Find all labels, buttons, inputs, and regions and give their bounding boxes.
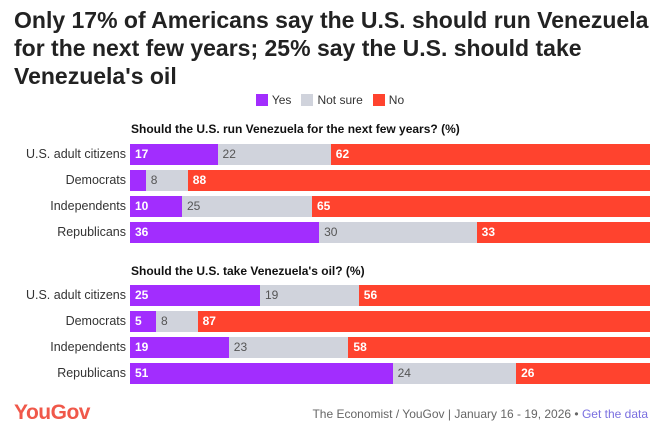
source-text: The Economist / YouGov | January 16 - 19…	[312, 407, 582, 421]
yougov-logo: YouGov	[14, 401, 90, 424]
category-label: U.S. adult citizens	[25, 147, 126, 161]
bar-segment-yes: 51	[130, 363, 393, 384]
bar-segment-yes	[130, 170, 146, 191]
bar-segment-ns: 8	[145, 170, 188, 191]
bar-segment-yes: 36	[130, 222, 320, 243]
legend-yes: Yes	[255, 93, 292, 107]
source-note: The Economist / YouGov | January 16 - 19…	[312, 407, 648, 421]
bar-segment-yes: 25	[130, 285, 260, 306]
get-the-data-link[interactable]: Get the data	[581, 407, 648, 421]
bar-segment-no: 26	[516, 363, 650, 384]
bar-segment-no: 56	[358, 285, 650, 306]
stacked-bar: 17 22 62	[130, 144, 650, 165]
chart-title: Only 17% of Americans say the U.S. shoul…	[14, 7, 649, 89]
bar-segment-no: 65	[312, 196, 650, 217]
legend: Yes Not sure No	[0, 93, 660, 107]
legend-swatch-no	[372, 94, 385, 106]
bar-segment-yes: 5	[130, 311, 156, 332]
bar-segment-no: 87	[197, 311, 650, 332]
section-title: Should the U.S. run Venezuela for the ne…	[131, 122, 460, 136]
legend-label: No	[388, 93, 405, 107]
bar-row: U.S. adult citizens 25 19 56	[0, 285, 660, 306]
legend-swatch-not-sure	[301, 94, 314, 106]
category-label: Republicans	[57, 225, 126, 239]
bar-segment-ns: 19	[260, 285, 359, 306]
stacked-bar: 19 23 58	[130, 337, 650, 358]
stacked-bar: 51 24 26	[130, 363, 650, 384]
bar-row: Democrats 8 88	[0, 170, 660, 191]
category-label: Independents	[50, 199, 126, 213]
legend-label: Yes	[271, 93, 292, 107]
bar-segment-ns: 23	[228, 337, 349, 358]
bar-segment-ns: 25	[182, 196, 312, 217]
bar-segment-yes: 10	[130, 196, 182, 217]
bar-segment-ns: 22	[217, 144, 331, 165]
stacked-bar: 10 25 65	[130, 196, 650, 217]
bar-row: Independents 19 23 58	[0, 337, 660, 358]
stacked-bar: 25 19 56	[130, 285, 650, 306]
stacked-bar: 5 8 87	[130, 311, 650, 332]
bar-segment-yes: 19	[130, 337, 229, 358]
stacked-bar: 36 30 33	[130, 222, 650, 243]
bar-row: Republicans 51 24 26	[0, 363, 660, 384]
legend-swatch-yes	[255, 94, 268, 106]
section-title: Should the U.S. take Venezuela's oil? (%…	[131, 264, 365, 278]
legend-no: No	[372, 93, 405, 107]
bar-row: Republicans 36 30 33	[0, 222, 660, 243]
category-label: Republicans	[57, 366, 126, 380]
bar-row: U.S. adult citizens 17 22 62	[0, 144, 660, 165]
bar-row: Independents 10 25 65	[0, 196, 660, 217]
bar-segment-ns: 30	[319, 222, 477, 243]
bar-segment-no: 88	[187, 170, 650, 191]
category-label: Independents	[50, 340, 126, 354]
category-label: U.S. adult citizens	[25, 288, 126, 302]
bar-segment-no: 62	[330, 144, 650, 165]
category-label: Democrats	[65, 314, 126, 328]
bar-segment-ns: 8	[156, 311, 198, 332]
stacked-bar: 8 88	[130, 170, 650, 191]
bar-row: Democrats 5 8 87	[0, 311, 660, 332]
bar-segment-yes: 17	[130, 144, 218, 165]
legend-not-sure: Not sure	[301, 93, 363, 107]
bar-segment-ns: 24	[392, 363, 517, 384]
legend-label: Not sure	[317, 93, 363, 107]
bar-segment-no: 33	[476, 222, 650, 243]
bar-segment-no: 58	[348, 337, 650, 358]
category-label: Democrats	[65, 173, 126, 187]
